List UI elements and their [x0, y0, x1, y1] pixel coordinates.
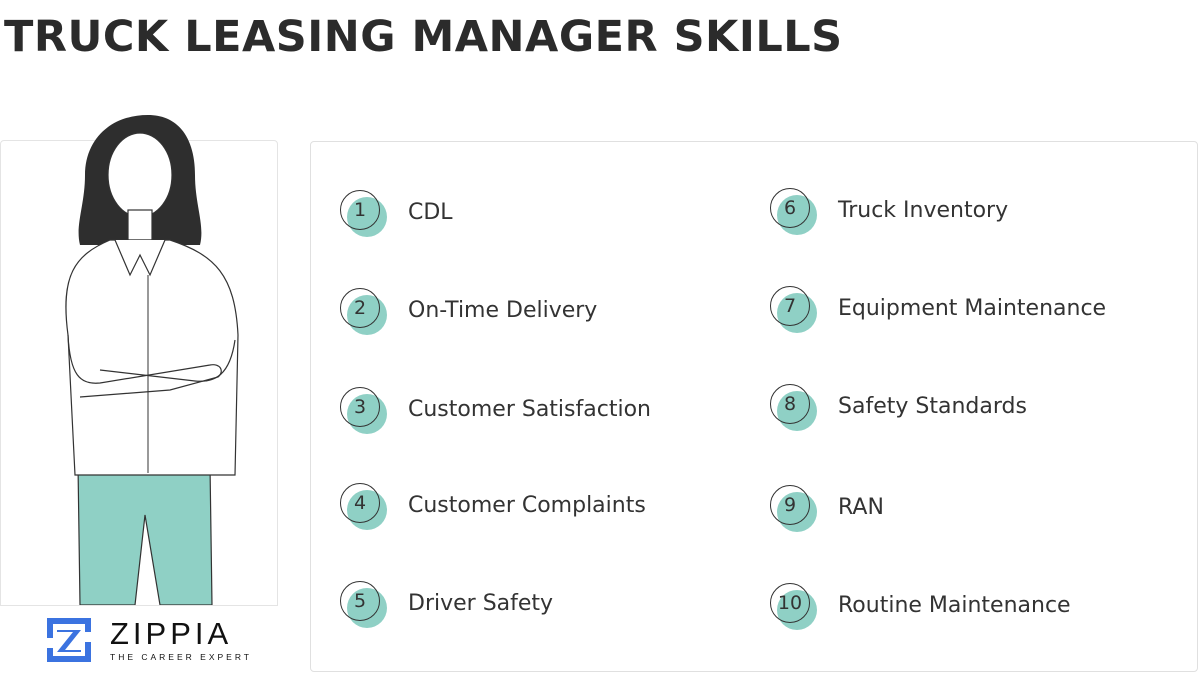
skill-number: 5 — [353, 590, 367, 612]
skill-number: 7 — [783, 295, 797, 317]
skills-card — [310, 141, 1198, 672]
skill-number: 4 — [353, 492, 367, 514]
badge-ring — [770, 188, 810, 228]
badge-ring — [770, 384, 810, 424]
zippia-logo: ZIPPIA THE CAREER EXPERT — [0, 605, 278, 673]
badge-ring — [340, 581, 380, 621]
skill-label: RAN — [838, 495, 884, 520]
page-title: TRUCK LEASING MANAGER SKILLS — [4, 12, 843, 62]
number-badge: 5 — [340, 581, 390, 631]
skill-number: 6 — [783, 197, 797, 219]
skill-label: Driver Safety — [408, 591, 554, 616]
number-badge: 9 — [770, 485, 820, 535]
skill-label: Customer Complaints — [408, 493, 646, 518]
badge-ring — [340, 387, 380, 427]
badge-ring — [770, 286, 810, 326]
badge-ring — [340, 483, 380, 523]
skill-label: Customer Satisfaction — [408, 397, 651, 422]
skill-number: 10 — [777, 592, 803, 614]
skill-label: CDL — [408, 200, 453, 225]
skill-number: 2 — [353, 297, 367, 319]
number-badge: 10 — [770, 583, 820, 633]
person-illustration — [65, 115, 239, 605]
badge-ring — [340, 288, 380, 328]
logo-wordmark: ZIPPIA — [110, 616, 233, 651]
logo-tagline: THE CAREER EXPERT — [110, 652, 253, 662]
number-badge: 2 — [340, 288, 390, 338]
number-badge: 6 — [770, 188, 820, 238]
skill-label: Safety Standards — [838, 394, 1027, 419]
number-badge: 8 — [770, 384, 820, 434]
skill-label: Equipment Maintenance — [838, 296, 1107, 321]
zippia-logo-icon — [47, 618, 91, 662]
number-badge: 7 — [770, 286, 820, 336]
number-badge: 4 — [340, 483, 390, 533]
skill-label: Routine Maintenance — [838, 593, 1071, 618]
skill-label: On-Time Delivery — [408, 298, 598, 323]
number-badge: 1 — [340, 190, 390, 240]
skill-number: 9 — [783, 494, 797, 516]
skill-number: 1 — [353, 199, 367, 221]
badge-ring — [770, 583, 810, 623]
skill-number: 3 — [353, 396, 367, 418]
number-badge: 3 — [340, 387, 390, 437]
badge-ring — [340, 190, 380, 230]
badge-ring — [770, 485, 810, 525]
skill-label: Truck Inventory — [838, 198, 1009, 223]
skill-number: 8 — [783, 393, 797, 415]
